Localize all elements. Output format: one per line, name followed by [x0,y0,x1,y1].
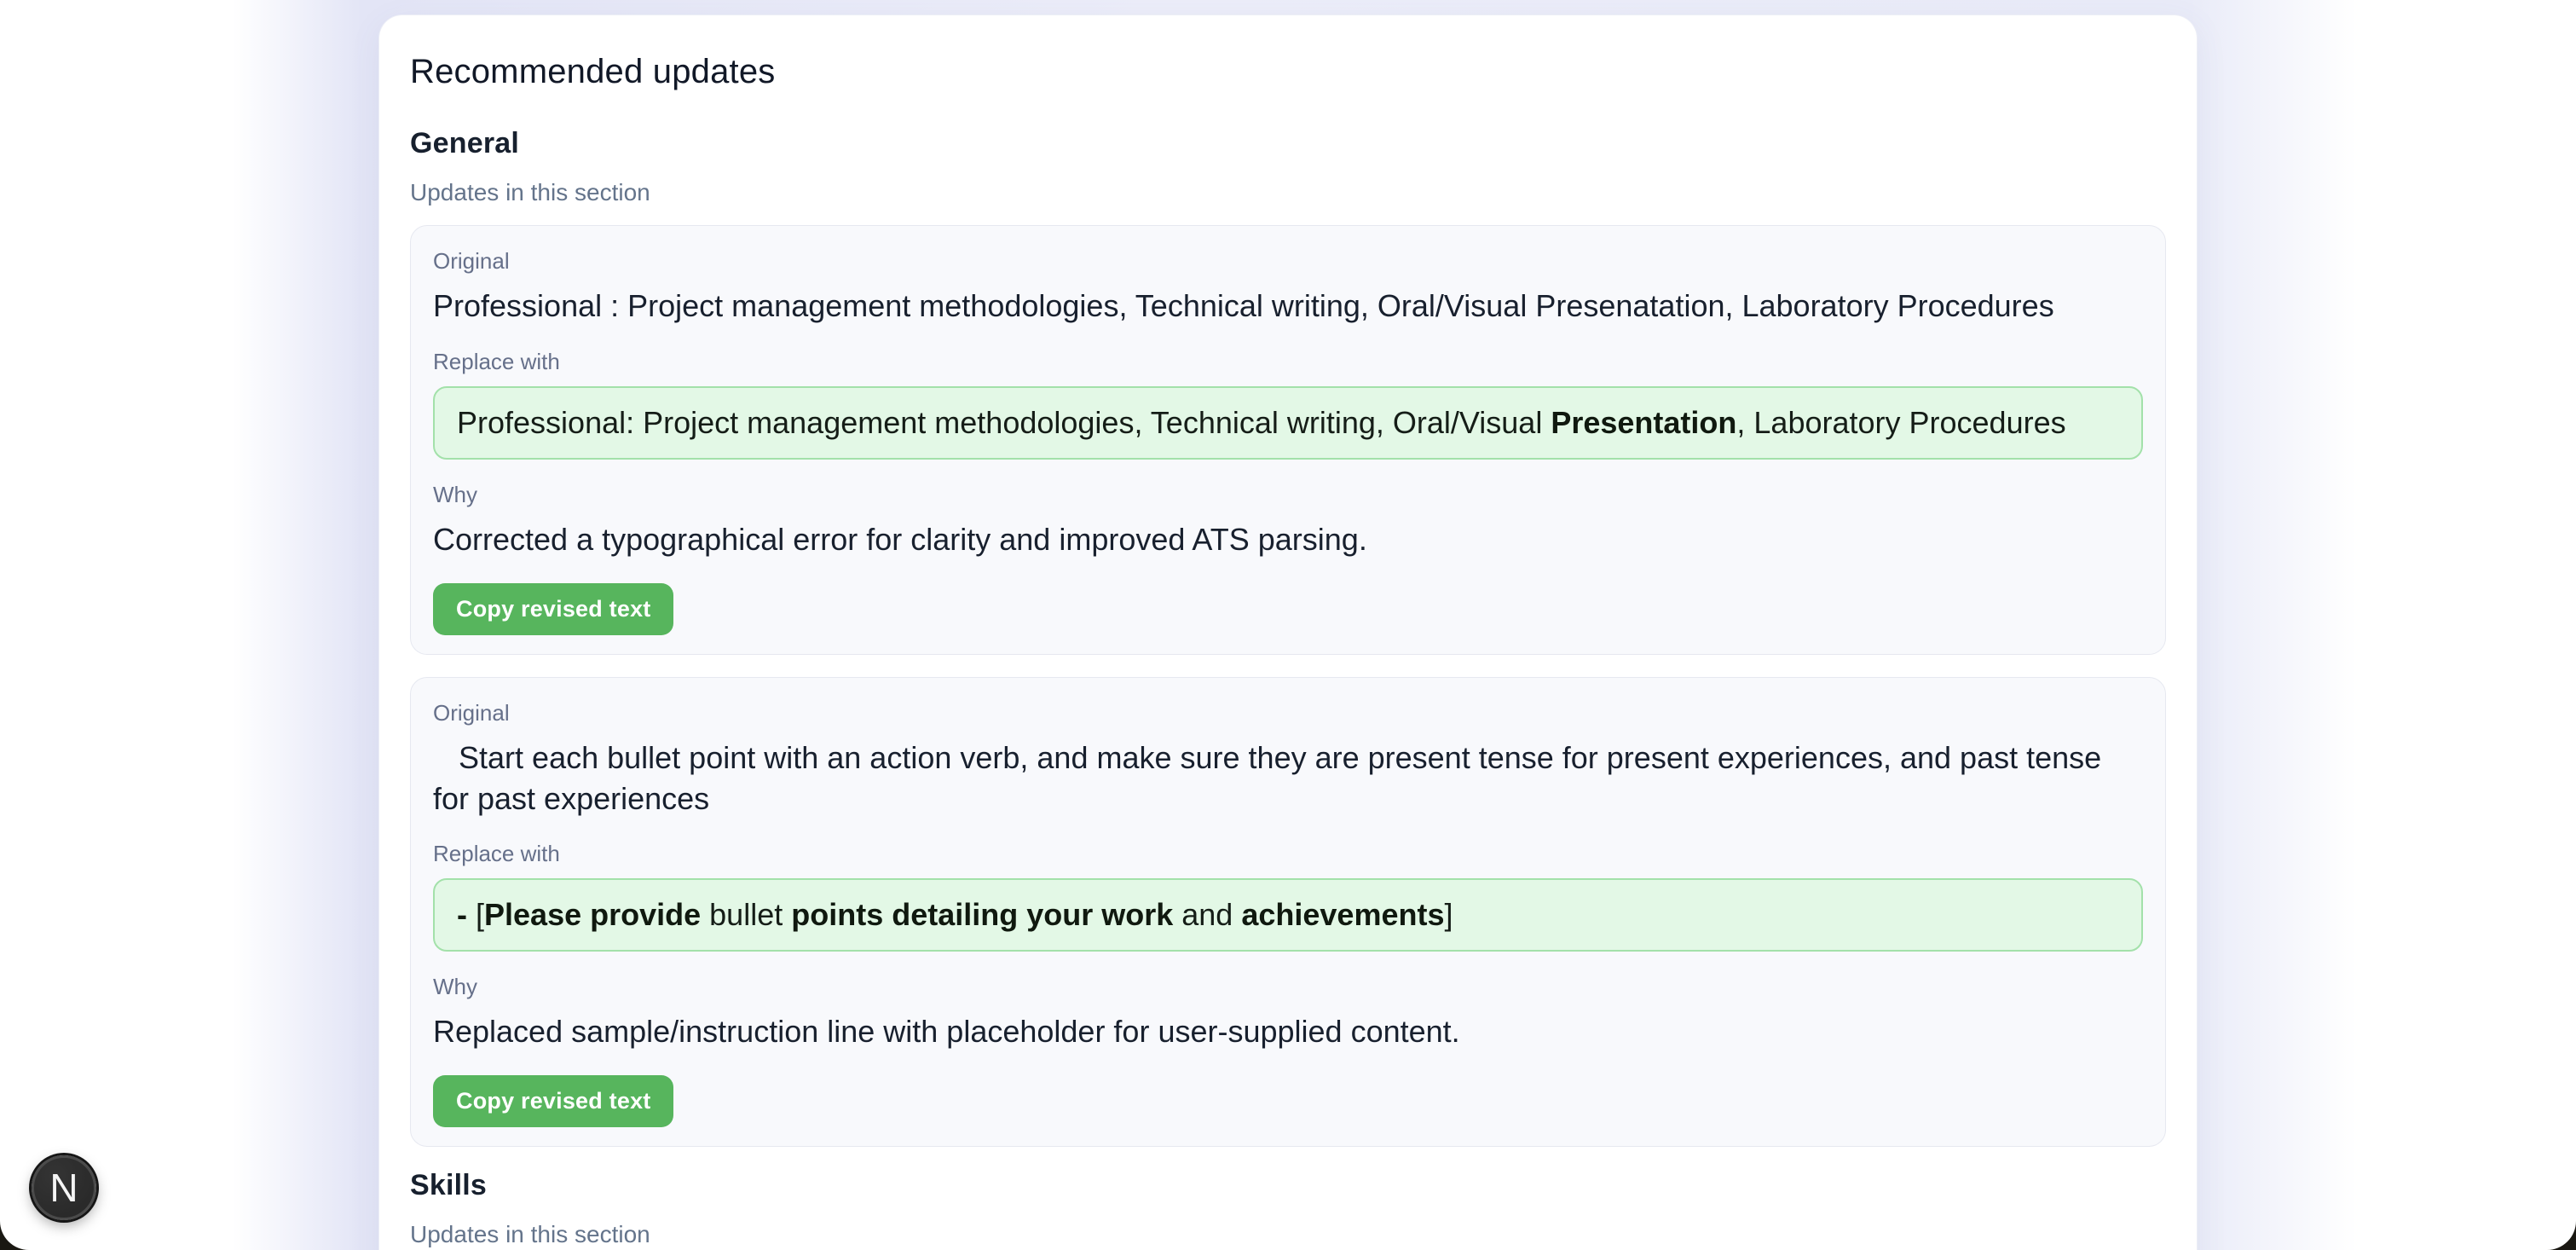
recommendations-panel: Recommended updates General Updates in t… [378,14,2198,1250]
section-skills: Skills Updates in this section Original [410,1169,2166,1250]
replace-with-label: Replace with [433,841,560,867]
why-label: Why [433,481,477,507]
section-general: General Updates in this section Original… [410,127,2166,1148]
copy-revised-text-button[interactable]: Copy revised text [433,582,674,635]
original-text: Start each bullet point with an action v… [433,739,2111,816]
update-card: Original Start each bullet point with an… [410,676,2166,1148]
why-text: Replaced sample/instruction line with pl… [433,1014,1460,1050]
why-text: Corrected a typographical error for clar… [433,521,1367,557]
section-heading-skills: Skills [410,1169,488,1202]
replace-with-label: Replace with [433,348,560,374]
replacement-text: - [Please provide bullet points detailin… [433,878,2143,952]
original-label: Original [433,699,510,726]
why-label: Why [433,974,477,1000]
button-row: Copy revised text [433,1075,2143,1128]
nextjs-n-logo: N [49,1166,78,1210]
section-heading-general: General [410,127,520,159]
section-subtitle: Updates in this section [410,179,650,205]
section-subtitle: Updates in this section [410,1221,650,1248]
original-text: Professional : Project management method… [433,288,2054,323]
page-title: Recommended updates [410,53,776,90]
replacement-text: Professional: Project management methodo… [433,385,2143,460]
copy-revised-text-button[interactable]: Copy revised text [433,1075,674,1128]
button-row: Copy revised text [433,582,2143,635]
update-card: Original Professional : Project manageme… [410,225,2166,655]
nextjs-dev-badge[interactable]: N [32,1155,96,1220]
original-label: Original [433,248,510,274]
